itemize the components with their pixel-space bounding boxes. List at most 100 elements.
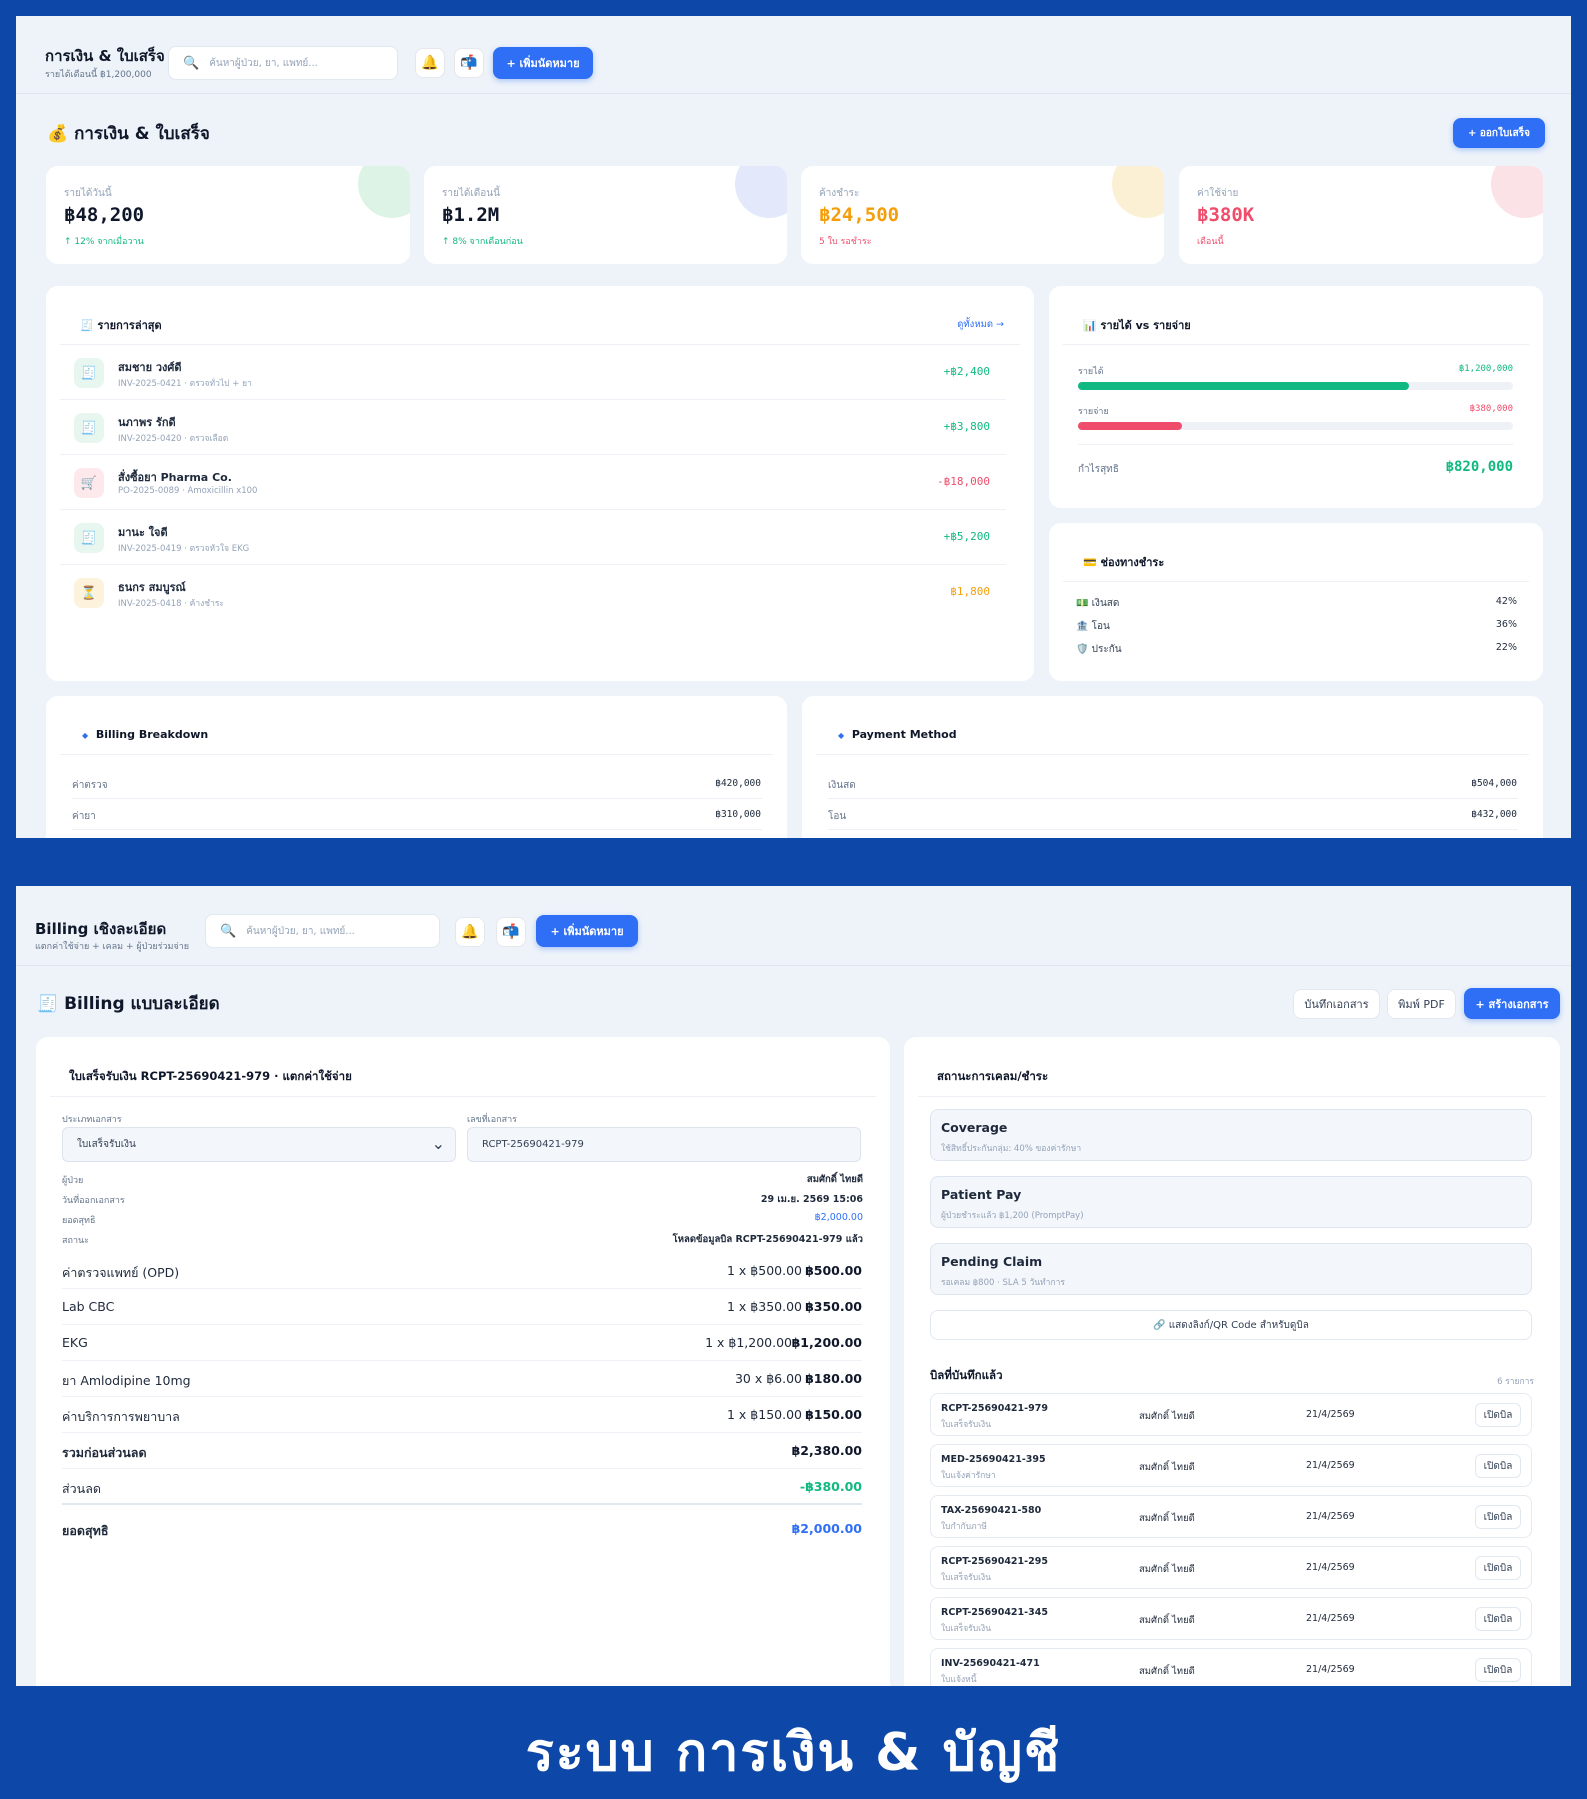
profit-value: ฿820,000 xyxy=(1445,459,1513,475)
channel-row: 🛡️ ประกัน xyxy=(1076,642,1122,657)
stat-note: เดือนนี้ xyxy=(1197,237,1224,247)
stat-card-today: รายได้วันนี้ ฿48,200 ↑ 12% จากเมื่อวาน xyxy=(46,166,410,264)
open-bill-button[interactable]: เปิดบิล xyxy=(1475,1505,1521,1529)
saved-bill-row[interactable]: TAX-25690421-580 ใบกำกับภาษี สมศักดิ์ ไท… xyxy=(930,1495,1532,1538)
net-label: ยอดสุทธิ xyxy=(62,1523,109,1538)
saved-bill-row[interactable]: RCPT-25690421-295 ใบเสร็จรับเงิน สมศักดิ… xyxy=(930,1546,1532,1589)
subtotal-value: ฿2,380.00 xyxy=(791,1443,862,1458)
inbox-icon[interactable]: 📬 xyxy=(454,48,484,78)
bill-date: 21/4/2569 xyxy=(1306,1664,1355,1675)
bill-id: INV-25690421-471 xyxy=(941,1658,1040,1669)
open-bill-button[interactable]: เปิดบิล xyxy=(1475,1403,1521,1427)
decor-circle xyxy=(1491,166,1543,218)
saved-bill-row[interactable]: INV-25690421-471 ใบแจ้งหนี้ สมศักดิ์ ไทย… xyxy=(930,1648,1532,1686)
saved-bill-row[interactable]: RCPT-25690421-345 ใบเสร็จรับเงิน สมศักดิ… xyxy=(930,1597,1532,1640)
bill-date: 21/4/2569 xyxy=(1306,1409,1355,1420)
add-appointment-button[interactable]: + เพิ่มนัดหมาย xyxy=(536,915,638,947)
transaction-detail: INV-2025-0419 · ตรวจหัวใจ EKG xyxy=(118,544,250,554)
item-qty: 30 x ฿6.00 xyxy=(734,1371,802,1386)
search-input[interactable]: 🔍 ค้นหาผู้ป่วย, ยา, แพทย์... xyxy=(168,46,398,80)
transaction-row[interactable]: ⏳ ธนกร สมบูรณ์ INV-2025-0418 · ค้างชำระ … xyxy=(60,565,1006,620)
doc-number-field[interactable]: RCPT-25690421-979 xyxy=(467,1127,861,1162)
print-pdf-button[interactable]: พิมพ์ PDF xyxy=(1387,989,1456,1019)
divider xyxy=(72,798,762,799)
transaction-amount: ฿1,800 xyxy=(950,585,990,598)
meta-value: โหลดข้อมูลบิล RCPT-25690421-979 แล้ว xyxy=(672,1234,863,1245)
channel-label: ประกัน xyxy=(1091,644,1122,655)
bell-icon[interactable]: 🔔 xyxy=(415,48,445,78)
payment-method-title: ◆ Payment Method xyxy=(838,728,957,741)
channel-row: 💵 เงินสด xyxy=(1076,596,1119,611)
bill-type: ใบแจ้งหนี้ xyxy=(941,1675,977,1685)
open-bill-button[interactable]: เปิดบิล xyxy=(1475,1607,1521,1631)
transaction-row[interactable]: 🧾 มานะ ใจดี INV-2025-0419 · ตรวจหัวใจ EK… xyxy=(60,510,1006,565)
bill-type: ใบเสร็จรับเงิน xyxy=(941,1624,992,1634)
line-item: EKG 1 x ฿1,200.00 ฿1,200.00 xyxy=(62,1325,862,1361)
item-total: ฿1,200.00 xyxy=(791,1335,862,1350)
diamond-icon: ◆ xyxy=(838,731,845,740)
open-bill-button[interactable]: เปิดบิล xyxy=(1475,1556,1521,1580)
bill-type: ใบเสร็จรับเงิน xyxy=(941,1573,992,1583)
income-value: ฿1,200,000 xyxy=(1458,364,1513,374)
stat-note: ↑ 8% จากเดือนก่อน xyxy=(442,237,523,247)
page-title: 💰 การเงิน & ใบเสร็จ xyxy=(47,120,210,147)
bank-icon: 🏦 xyxy=(1076,621,1089,632)
search-input[interactable]: 🔍 ค้นหาผู้ป่วย, ยา, แพทย์... xyxy=(205,914,440,948)
discount-label: ส่วนลด xyxy=(62,1481,101,1496)
net-total-row: ยอดสุทธิ ฿2,000.00 xyxy=(62,1509,862,1545)
transaction-row[interactable]: 🧾 สมชาย วงศ์ดี INV-2025-0421 · ตรวจทั่วไ… xyxy=(60,345,1006,400)
recent-title: 🧾 รายการล่าสุด xyxy=(80,316,162,334)
doc-number-label: เลขที่เอกสาร xyxy=(467,1115,517,1125)
page-title-text: การเงิน & ใบเสร็จ xyxy=(74,124,210,144)
money-bag-icon: 💰 xyxy=(47,124,69,144)
stat-card-outstanding: ค้างชำระ ฿24,500 5 ใบ รอชำระ xyxy=(801,166,1164,264)
meta-label: วันที่ออกเอกสาร xyxy=(62,1196,125,1206)
coverage-detail: ใช้สิทธิ์ประกันกลุ่ม: 40% ของค่ารักษา xyxy=(941,1144,1082,1154)
bill-id: RCPT-25690421-979 xyxy=(941,1403,1048,1414)
search-placeholder: ค้นหาผู้ป่วย, ยา, แพทย์... xyxy=(209,57,318,69)
expense-bar xyxy=(1078,422,1513,430)
net-value: ฿2,000.00 xyxy=(791,1521,862,1536)
doc-type-label: ประเภทเอกสาร xyxy=(62,1115,122,1125)
save-document-button[interactable]: บันทึกเอกสาร xyxy=(1293,989,1380,1019)
add-appointment-button[interactable]: + เพิ่มนัดหมาย xyxy=(493,47,593,79)
transaction-row[interactable]: 🛒 สั่งซื้อยา Pharma Co. PO-2025-0089 · A… xyxy=(60,455,1006,510)
billing-breakdown-card: ◆ Billing Breakdown ค่าตรวจ ฿420,000 ค่า… xyxy=(46,696,787,838)
inbox-icon[interactable]: 📬 xyxy=(496,917,526,947)
recent-transactions-card: 🧾 รายการล่าสุด ดูทั้งหมด → 🧾 สมชาย วงศ์ด… xyxy=(46,286,1034,681)
app-subtitle: แตกค่าใช้จ่าย + เคลม + ผู้ป่วยร่วมจ่าย xyxy=(35,942,190,952)
breakdown-value: ฿420,000 xyxy=(715,778,761,789)
banner-caption: ระบบ การเงิน & บัญชี xyxy=(525,1723,1062,1783)
item-qty: 1 x ฿150.00 xyxy=(727,1407,802,1422)
create-document-button[interactable]: + สร้างเอกสาร xyxy=(1464,988,1560,1019)
stat-card-expense: ค่าใช้จ่าย ฿380K เดือนนี้ xyxy=(1179,166,1543,264)
divider xyxy=(60,754,773,755)
bill-type: ใบแจ้งค่ารักษา xyxy=(941,1471,996,1481)
meta-label: สถานะ xyxy=(62,1236,89,1246)
transaction-name: ธนกร สมบูรณ์ xyxy=(118,581,186,594)
stat-card-month: รายได้เดือนนี้ ฿1.2M ↑ 8% จากเดือนก่อน xyxy=(424,166,787,264)
transaction-row[interactable]: 🧾 นภาพร รักดี INV-2025-0420 · ตรวจเลือด … xyxy=(60,400,1006,455)
bell-icon[interactable]: 🔔 xyxy=(455,917,485,947)
income-expense-card: 📊 รายได้ vs รายจ่าย รายได้ ฿1,200,000 รา… xyxy=(1049,286,1543,508)
open-bill-button[interactable]: เปิดบิล xyxy=(1475,1454,1521,1478)
divider xyxy=(72,829,762,830)
credit-card-icon: 💳 xyxy=(1083,556,1097,569)
transaction-amount: -฿18,000 xyxy=(937,475,990,488)
issue-receipt-button[interactable]: + ออกใบเสร็จ xyxy=(1453,118,1545,148)
transaction-name: สั่งซื้อยา Pharma Co. xyxy=(118,471,232,484)
item-qty: 1 x ฿1,200.00 xyxy=(705,1335,792,1350)
patient-pay-box: Patient Pay ผู้ป่วยชำระแล้ว ฿1,200 (Prom… xyxy=(930,1176,1532,1228)
view-all-link[interactable]: ดูทั้งหมด → xyxy=(957,319,1004,330)
show-qr-link-button[interactable]: 🔗 แสดงลิงก์/QR Code สำหรับดูบิล xyxy=(930,1310,1532,1340)
doc-type-select[interactable]: ใบเสร็จรับเงิน ⌄ xyxy=(62,1127,456,1162)
decor-circle xyxy=(1112,166,1164,218)
bill-date: 21/4/2569 xyxy=(1306,1613,1355,1624)
open-bill-button[interactable]: เปิดบิล xyxy=(1475,1658,1521,1682)
page-title: 🧾 Billing แบบละเอียด xyxy=(37,990,220,1017)
divider xyxy=(1063,344,1529,345)
saved-bill-row[interactable]: MED-25690421-395 ใบแจ้งค่ารักษา สมศักดิ์… xyxy=(930,1444,1532,1487)
payment-value: ฿504,000 xyxy=(1471,778,1517,789)
saved-bill-row[interactable]: RCPT-25690421-979 ใบเสร็จรับเงิน สมศักดิ… xyxy=(930,1393,1532,1436)
coverage-title: Coverage xyxy=(941,1120,1008,1135)
